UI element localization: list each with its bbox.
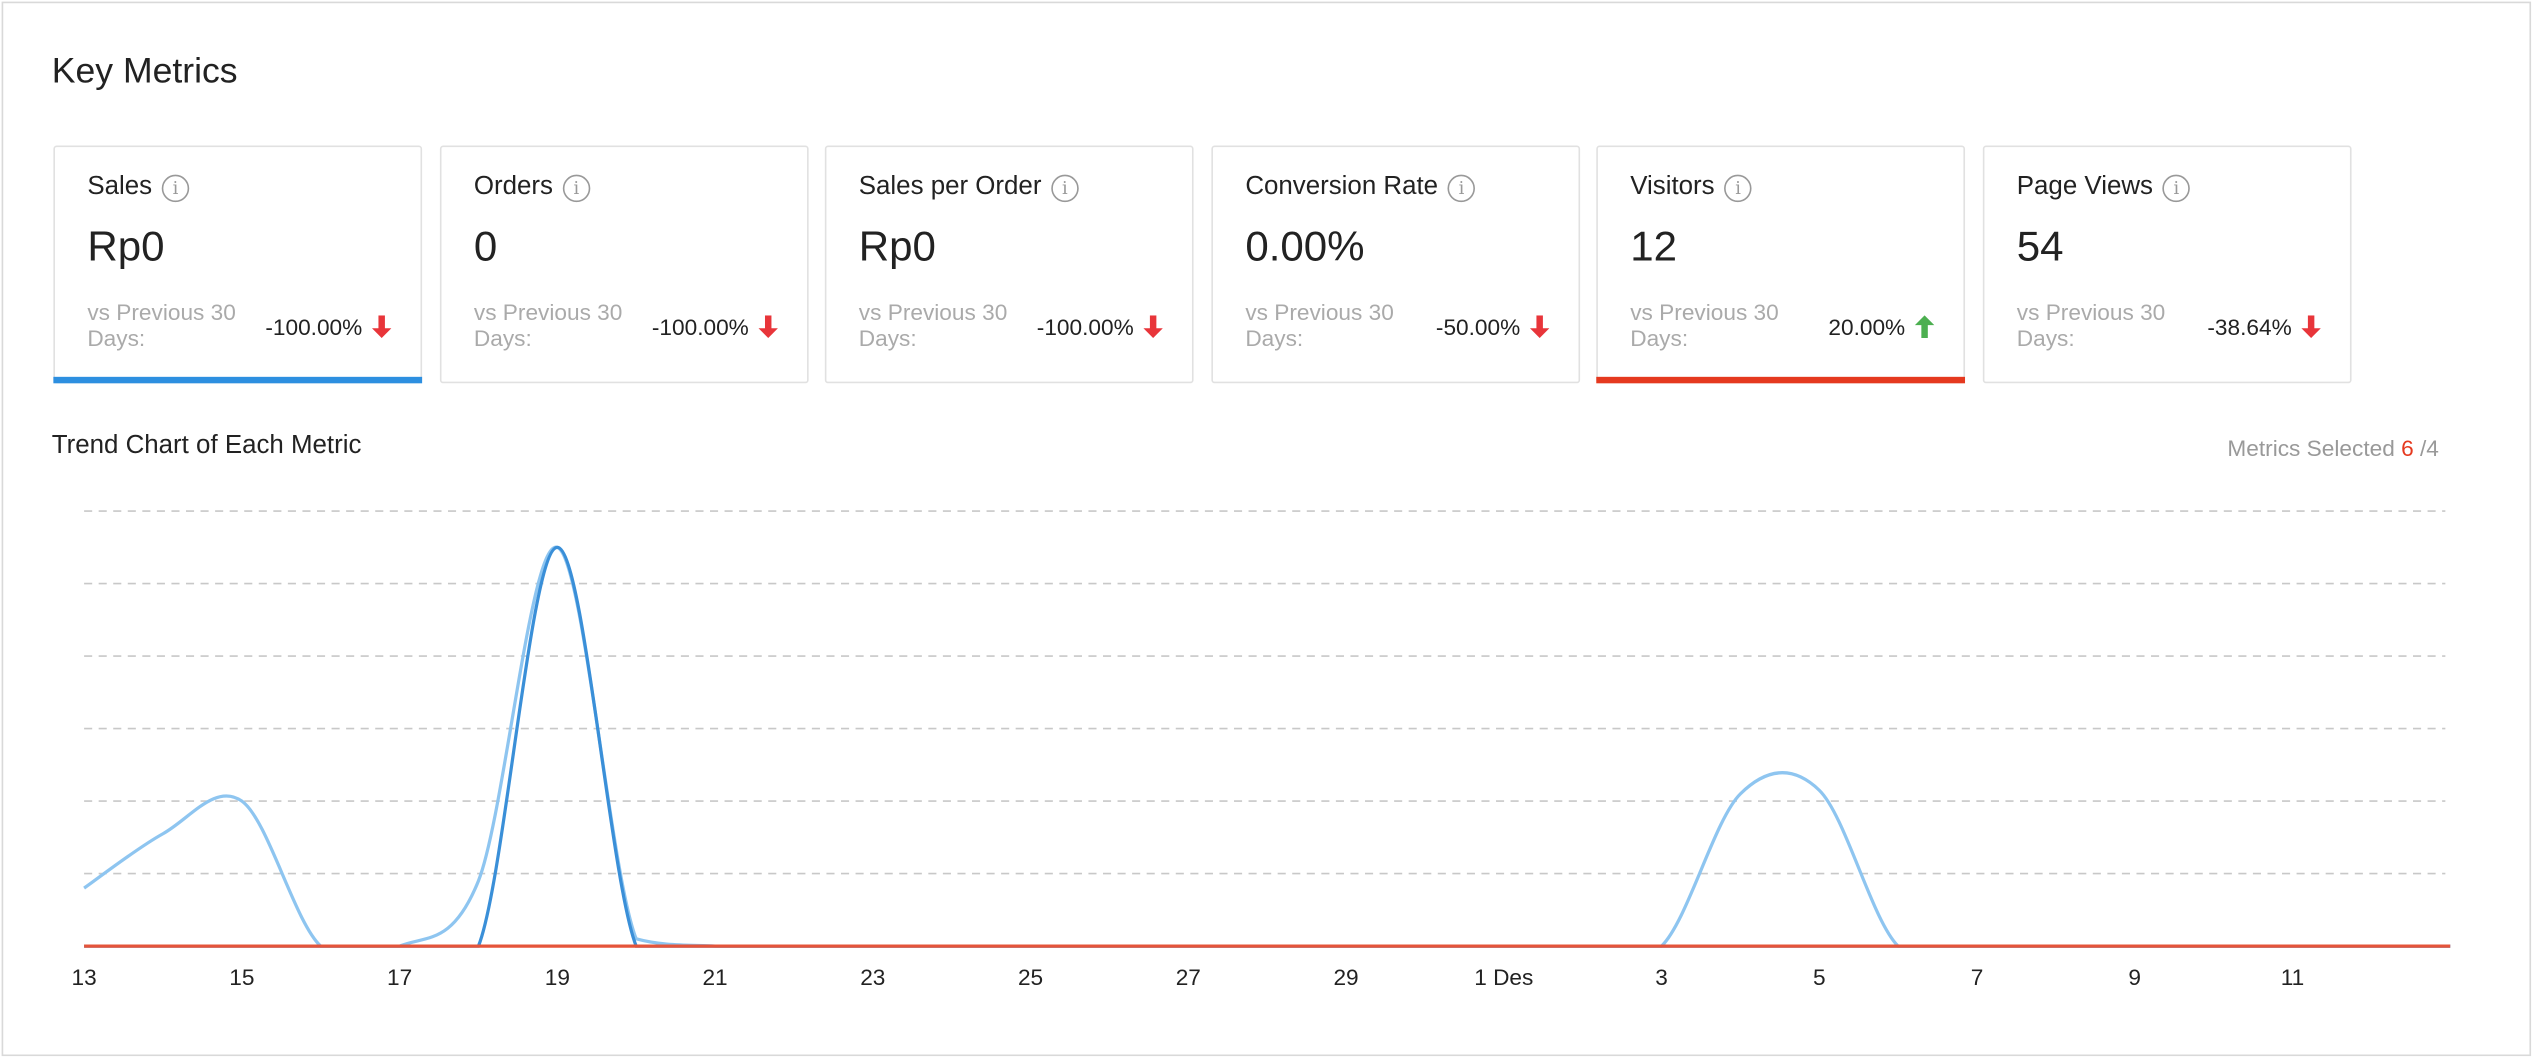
x-tick-label: 11 (2281, 965, 2305, 990)
page-title: Key Metrics (51, 50, 238, 91)
metric-card-conversion-rate[interactable]: Conversion Rate i 0.00% vs Previous 30 D… (1211, 145, 1581, 384)
metric-compare-label: vs Previous 30 Days: (2016, 299, 2166, 351)
metrics-selected-max: /4 (2419, 435, 2439, 461)
metric-change-value: -100.00% (265, 313, 363, 340)
info-icon[interactable]: i (1051, 173, 1079, 202)
metric-card-sales[interactable]: Sales i Rp0 vs Previous 30 Days: -100.00… (53, 145, 423, 384)
metric-label: Sales per Order (858, 173, 1042, 201)
arrow-down-icon (371, 315, 392, 339)
info-icon[interactable]: i (1447, 173, 1476, 202)
metric-card-page-views[interactable]: Page Views i 54 vs Previous 30 Days: -38… (1982, 145, 2352, 384)
metric-label-row: Orders i (473, 173, 591, 202)
metric-card-visitors[interactable]: Visitors i 12 vs Previous 30 Days: 20.00… (1596, 145, 1966, 384)
metric-change-value: -100.00% (1036, 313, 1134, 340)
x-tick-label: 21 (702, 965, 727, 990)
x-tick-label: 23 (860, 965, 885, 990)
metric-change-value: -50.00% (1435, 313, 1521, 340)
x-tick-label: 9 (2128, 965, 2141, 990)
metric-value: Rp0 (87, 221, 165, 271)
metric-change: -100.00% (1037, 314, 1163, 340)
x-tick-label: 19 (545, 965, 570, 990)
trend-chart-title: Trend Chart of Each Metric (51, 431, 362, 460)
metric-change: -50.00% (1435, 313, 1550, 340)
x-tick-label: 1 Des (1474, 965, 1533, 990)
metric-compare-label: vs Previous 30 Days: (473, 299, 623, 351)
metrics-selected-label: Metrics Selected (2227, 435, 2395, 461)
metric-change: -100.00% (652, 314, 778, 340)
metric-label: Sales (87, 173, 153, 201)
metric-label: Orders (473, 173, 553, 201)
metric-card-sales-per-order[interactable]: Sales per Order i Rp0 vs Previous 30 Day… (824, 145, 1194, 384)
metric-label-row: Sales i (87, 173, 190, 202)
metric-label-row: Sales per Order i (859, 173, 1079, 202)
x-tick-label: 29 (1333, 965, 1358, 990)
x-tick-label: 7 (1971, 965, 1984, 990)
metric-change-value: -100.00% (651, 313, 749, 340)
arrow-down-icon (758, 315, 778, 339)
metric-label: Page Views (2016, 173, 2153, 201)
x-tick-label: 5 (1813, 965, 1826, 990)
info-icon[interactable]: i (562, 173, 591, 202)
x-tick-label: 3 (1655, 965, 1668, 990)
metric-card-orders[interactable]: Orders i 0 vs Previous 30 Days: -100.00% (439, 145, 809, 384)
metric-value: 0.00% (1245, 221, 1365, 271)
metric-change-value: -38.64% (2207, 313, 2292, 340)
metric-compare-label: vs Previous 30 Days: (858, 299, 1008, 351)
x-tick-label: 25 (1018, 965, 1043, 990)
metric-value: 12 (1630, 221, 1678, 271)
info-icon[interactable]: i (2162, 173, 2191, 202)
x-tick-label: 17 (387, 965, 412, 990)
metric-label-row: Page Views i (2016, 173, 2191, 202)
metric-label: Visitors (1630, 173, 1715, 201)
selected-indicator-bar (53, 376, 423, 384)
trend-chart: 13 15 17 19 21 23 25 27 29 1 Des 3 5 7 9 11 (72, 510, 2451, 990)
arrow-down-icon (1143, 315, 1163, 339)
metrics-selected-count: 6 (2401, 435, 2414, 461)
metrics-selected-counter: Metrics Selected 6 /4 (2227, 435, 2438, 461)
metric-value: 54 (2016, 221, 2064, 271)
metric-value: Rp0 (858, 221, 936, 271)
arrow-down-icon (1529, 315, 1550, 339)
metric-compare-label: vs Previous 30 Days: (87, 299, 236, 351)
metric-value: 0 (473, 221, 498, 271)
metric-label-row: Conversion Rate i (1245, 173, 1476, 202)
metric-compare-label: vs Previous 30 Days: (1245, 299, 1394, 351)
info-icon[interactable]: i (161, 173, 190, 202)
x-tick-label: 15 (229, 965, 254, 990)
metric-change: -100.00% (265, 313, 392, 340)
metric-compare-label: vs Previous 30 Days: (1630, 299, 1779, 351)
series-line-light-blue (83, 545, 2451, 948)
x-tick-label: 27 (1176, 965, 1201, 990)
metric-label-row: Visitors i (1630, 173, 1752, 202)
x-tick-label: 13 (72, 965, 97, 990)
metric-change: -38.64% (2207, 313, 2321, 340)
arrow-down-icon (2301, 315, 2321, 339)
selected-indicator-bar (1596, 376, 1966, 384)
metric-change-value: 20.00% (1828, 313, 1906, 340)
info-icon[interactable]: i (1724, 173, 1752, 202)
metric-change: 20.00% (1828, 313, 1935, 340)
metric-label: Conversion Rate (1245, 173, 1439, 201)
series-line-dark-blue (84, 545, 2451, 948)
arrow-up-icon (1914, 315, 1935, 339)
